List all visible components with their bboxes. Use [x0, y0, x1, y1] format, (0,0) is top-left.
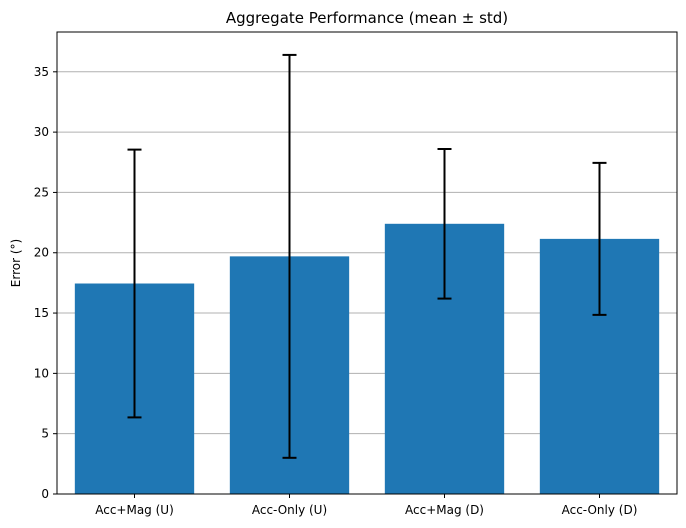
y-axis: 0 5 10 15 20 25 30 35 [34, 65, 57, 501]
chart-title: Aggregate Performance (mean ± std) [226, 9, 508, 27]
error-bar [592, 161, 607, 316]
y-tick-label: 0 [41, 487, 49, 501]
y-tick-label: 25 [34, 185, 49, 199]
y-tick-label: 5 [41, 427, 49, 441]
x-axis: Acc+Mag (U) Acc-Only (U) Acc+Mag (D) Acc-On… [95, 494, 637, 517]
bars [74, 223, 660, 495]
y-axis-label: Error (°) [9, 239, 23, 287]
y-tick-label: 30 [34, 125, 49, 139]
x-tick-label: Acc+Mag (D) [405, 503, 484, 517]
plot-frame [56, 31, 678, 495]
error-bars [127, 53, 607, 459]
error-bar [282, 53, 297, 459]
y-tick-label: 20 [34, 246, 49, 260]
error-bar [437, 148, 452, 300]
x-tick-label: Acc+Mag (U) [95, 503, 174, 517]
x-tick-label: Acc-Only (D) [562, 503, 638, 517]
error-bar [127, 148, 142, 419]
y-tick-label: 15 [34, 306, 49, 320]
y-tick-label: 35 [34, 65, 49, 79]
y-tick-label: 10 [34, 366, 49, 380]
x-tick-label: Acc-Only (U) [252, 503, 327, 517]
